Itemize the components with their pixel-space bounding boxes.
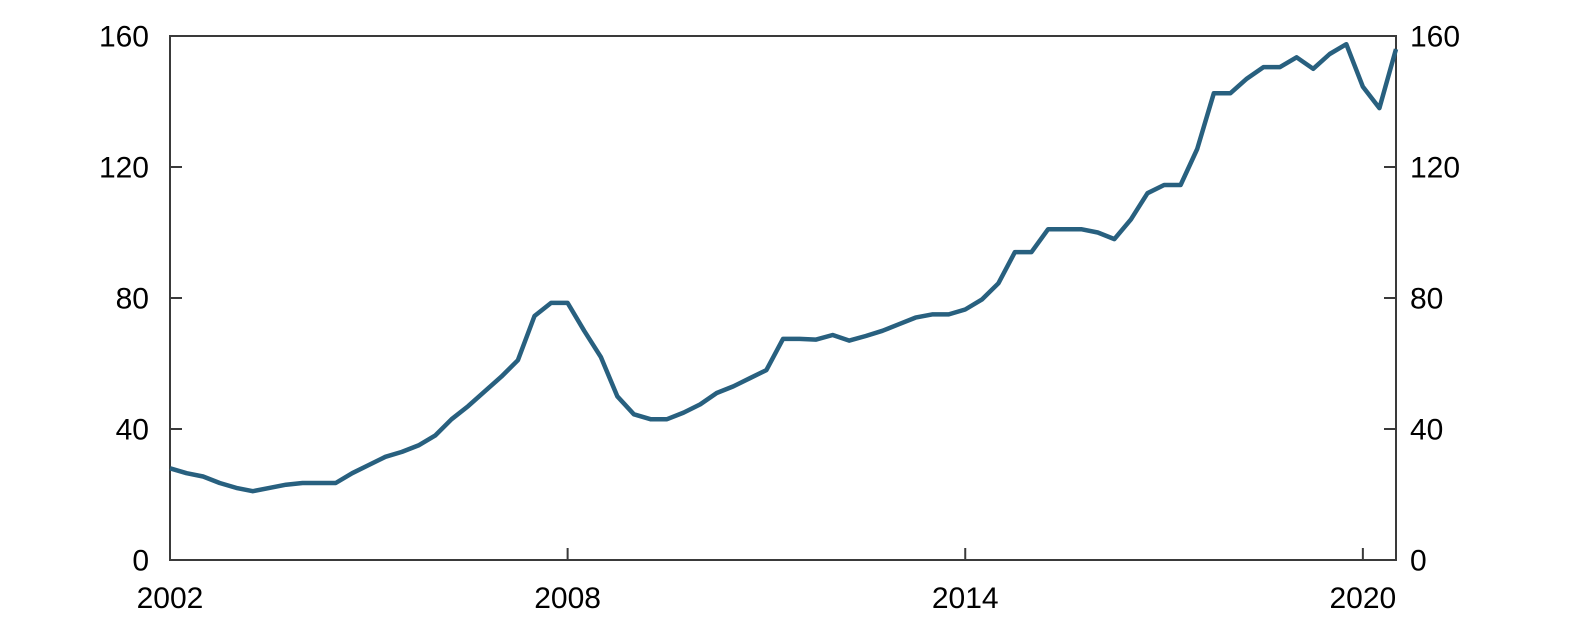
y-axis-tick-label-right: 0 <box>1410 545 1427 578</box>
y-axis-tick-label-right: 40 <box>1410 414 1443 447</box>
x-axis-tick-label: 2008 <box>534 582 601 615</box>
y-axis-tick-label-left: 80 <box>116 283 149 316</box>
y-axis-tick-label-left: 160 <box>99 21 149 54</box>
x-axis-tick-label: 2014 <box>932 582 999 615</box>
x-axis-tick-label: 2020 <box>1329 582 1396 615</box>
y-axis-tick-label-left: 0 <box>132 545 149 578</box>
y-axis-tick-label-left: 120 <box>99 152 149 185</box>
data-line-series <box>169 41 1399 494</box>
y-axis-tick-label-right: 120 <box>1410 152 1460 185</box>
y-axis-tick-label-left: 40 <box>116 414 149 447</box>
x-axis-tick-label: 2002 <box>137 582 204 615</box>
plot-frame <box>169 35 1397 561</box>
y-axis-tick-label-right: 160 <box>1410 21 1460 54</box>
y-axis-tick-label-right: 80 <box>1410 283 1443 316</box>
